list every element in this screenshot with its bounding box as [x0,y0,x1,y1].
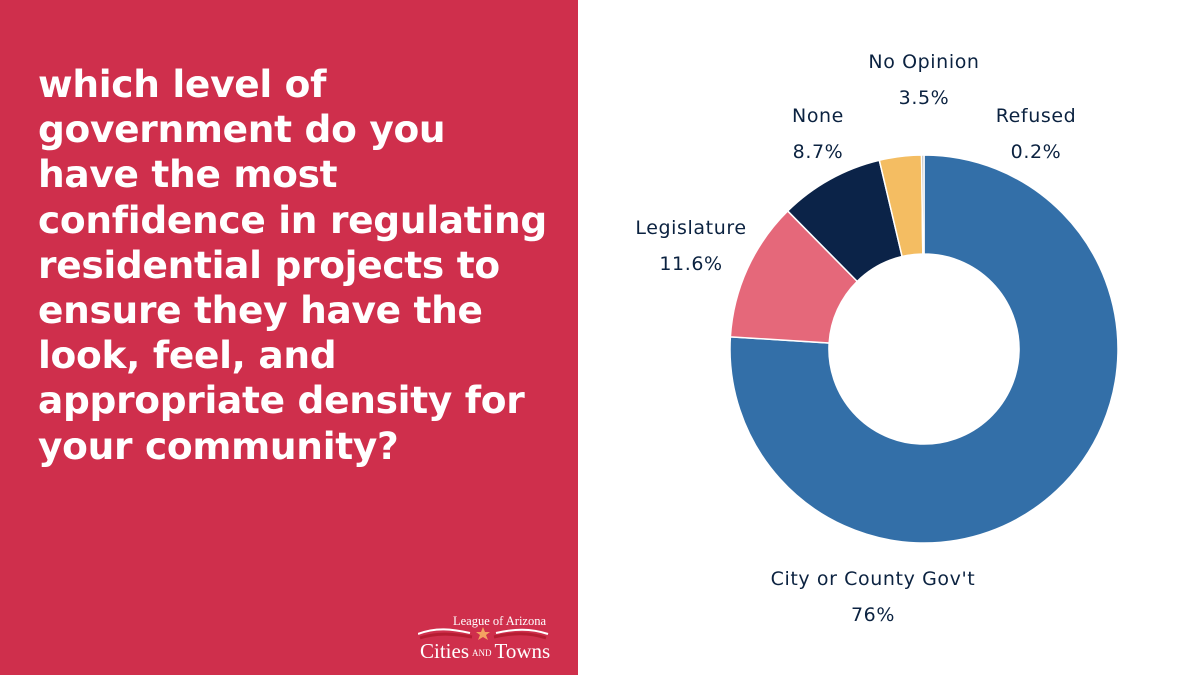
value-label-refused: 0.2% [1011,141,1062,163]
label-legislature: Legislature [635,217,746,239]
label-no-opinion: No Opinion [868,51,979,73]
label-refused: Refused [996,105,1077,127]
question-panel: which level of government do you have th… [0,0,578,675]
chart-area: City or County Gov't 76% Legislature 11.6% N… [578,0,1200,675]
slice-refused [920,154,925,255]
label-city-or-county-gov-t: City or County Gov't [771,568,976,590]
donut-chart: City or County Gov't 76% Legislature 11.6% N… [635,51,1119,626]
question-text: which level of government do you have th… [38,62,547,468]
slice-city-or-county-gov-t [729,154,1119,544]
star-icon [476,627,490,640]
league-logo: League of Arizona Cities AND Towns [418,614,550,663]
value-label-city-or-county-gov-t: 76% [851,604,895,626]
value-label-none: 8.7% [793,141,844,163]
logo-line-2: Cities AND Towns [420,639,550,663]
value-label-legislature: 11.6% [659,253,722,275]
value-label-no-opinion: 3.5% [899,87,950,109]
label-none: None [792,105,844,127]
logo-line-1: League of Arizona [453,614,546,628]
